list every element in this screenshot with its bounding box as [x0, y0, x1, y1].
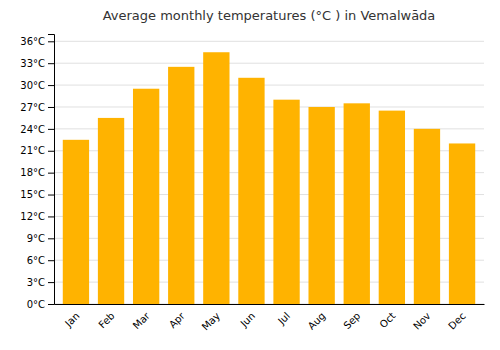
x-tick: Feb — [96, 310, 116, 330]
y-tick-mark — [48, 85, 54, 86]
y-tick: 36°C — [20, 36, 54, 47]
bar — [63, 140, 89, 304]
y-tick-label: 30°C — [20, 80, 45, 91]
y-axis-line — [48, 35, 55, 305]
x-tick-label: Feb — [96, 310, 116, 330]
x-tick: Sep — [341, 310, 362, 331]
grid-line — [54, 63, 484, 64]
x-tick-label: Oct — [378, 310, 398, 330]
x-tick: Jul — [275, 310, 292, 327]
x-tick-label: Jun — [238, 310, 258, 330]
y-tick-label: 24°C — [20, 124, 45, 135]
y-tick-label: 27°C — [20, 102, 45, 113]
y-tick: 15°C — [20, 189, 54, 200]
y-tick-label: 18°C — [20, 167, 45, 178]
x-tick-label: Nov — [411, 310, 433, 332]
y-tick: 30°C — [20, 80, 54, 91]
bar — [238, 78, 264, 304]
x-tick: Apr — [167, 310, 188, 331]
y-tick-mark — [48, 282, 54, 283]
y-tick-mark — [48, 304, 54, 305]
y-tick: 3°C — [27, 277, 54, 288]
x-tick-label: Mar — [131, 309, 153, 331]
y-tick: 6°C — [27, 255, 54, 266]
x-tick-label: Sep — [341, 310, 362, 331]
y-tick-mark — [48, 173, 54, 174]
bar — [98, 118, 124, 304]
x-tick: Nov — [411, 310, 433, 332]
y-axis: 0°C 3°C 6°C 9°C 12°C 15°C 18°C 21°C 24°C 27°C 30°C… — [20, 35, 54, 310]
x-tick: Oct — [378, 310, 398, 330]
x-tick: Aug — [306, 310, 328, 332]
y-tick-mark — [48, 63, 54, 64]
y-tick-mark — [48, 41, 54, 42]
y-tick-mark — [48, 238, 54, 239]
y-tick: 12°C — [20, 211, 54, 222]
grid-line — [54, 41, 484, 42]
bar — [308, 107, 334, 304]
bar — [414, 129, 440, 304]
bar — [344, 103, 370, 304]
y-tick-mark — [48, 107, 54, 108]
grid-line — [54, 106, 484, 107]
y-tick-label: 0°C — [27, 299, 45, 310]
bar — [379, 111, 405, 304]
bar — [203, 52, 229, 304]
y-tick-label: 3°C — [27, 277, 45, 288]
x-tick-label: Aug — [306, 310, 328, 332]
y-tick: 24°C — [20, 124, 54, 135]
title: Average monthly temperatures (°C ) in Ve… — [103, 8, 436, 23]
y-tick-mark — [48, 129, 54, 130]
y-tick-label: 36°C — [20, 36, 45, 47]
y-tick-mark — [48, 195, 54, 196]
grid — [54, 41, 484, 304]
bar — [168, 67, 194, 304]
y-tick: 0°C — [27, 299, 54, 310]
y-tick: 27°C — [20, 102, 54, 113]
bar — [273, 100, 299, 304]
y-tick-mark — [48, 260, 54, 261]
y-tick-mark — [48, 151, 54, 152]
x-tick-label: Apr — [167, 310, 188, 331]
y-tick-label: 33°C — [20, 58, 45, 69]
x-axis: Jan Feb Mar Apr May Jun Jul Aug Sep Oct Nov Dec — [55, 305, 485, 333]
bars — [63, 52, 475, 304]
grid-line — [54, 85, 484, 86]
y-tick-label: 6°C — [27, 255, 45, 266]
x-tick: May — [200, 310, 222, 332]
bar — [449, 143, 475, 304]
y-tick-label: 9°C — [27, 233, 45, 244]
y-tick-label: 15°C — [20, 189, 45, 200]
x-tick-label: Jan — [62, 310, 81, 329]
y-tick: 18°C — [20, 167, 54, 178]
x-tick: Jan — [62, 310, 81, 329]
y-tick: 21°C — [20, 145, 54, 156]
y-tick-mark — [48, 216, 54, 217]
x-tick-label: Jul — [275, 310, 292, 327]
chart: 0°C 3°C 6°C 9°C 12°C 15°C 18°C 21°C 24°C 27°C 30°C… — [0, 0, 500, 350]
y-tick: 9°C — [27, 233, 54, 244]
x-tick-label: May — [200, 310, 222, 332]
x-tick: Dec — [446, 310, 467, 331]
y-tick: 33°C — [20, 58, 54, 69]
bar — [133, 89, 159, 304]
x-tick: Jun — [238, 310, 258, 330]
x-tick: Mar — [131, 309, 153, 331]
x-tick-label: Dec — [446, 310, 467, 331]
plot: 0°C 3°C 6°C 9°C 12°C 15°C 18°C 21°C 24°C 27°C 30°C… — [20, 35, 484, 333]
y-tick-label: 12°C — [20, 211, 45, 222]
y-tick-label: 21°C — [20, 145, 45, 156]
x-axis-line — [55, 304, 485, 305]
